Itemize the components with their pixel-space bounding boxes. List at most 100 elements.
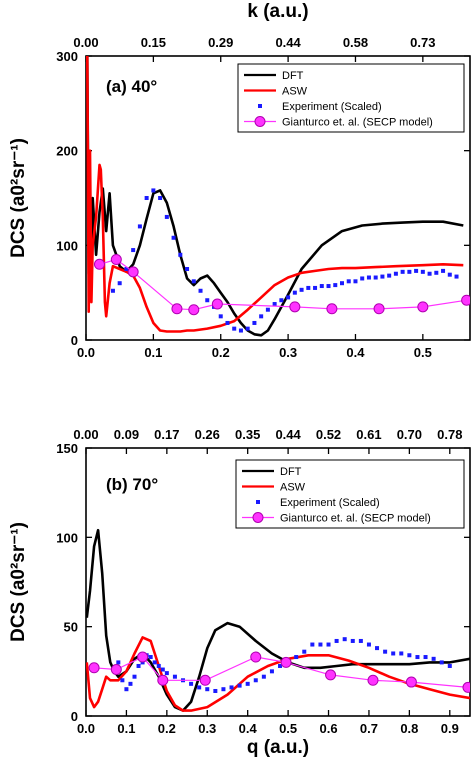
y-tick-label: 0 — [71, 333, 78, 348]
legend-marker-exp — [256, 500, 260, 504]
exp-point — [373, 275, 378, 280]
exp-point — [407, 269, 412, 274]
exp-point — [128, 681, 133, 686]
gianturco-point — [188, 304, 200, 316]
exp-point — [110, 288, 115, 293]
exp-point — [259, 314, 264, 319]
exp-point — [261, 674, 266, 679]
exp-point — [116, 660, 121, 665]
exp-point — [198, 288, 203, 293]
x-tick-label: 0.4 — [239, 721, 258, 736]
top-axis-title: k (a.u.) — [247, 1, 308, 22]
plot-frame — [85, 55, 471, 341]
exp-point — [160, 667, 165, 672]
top-tick-label: 0.09 — [114, 427, 139, 442]
x-tick-label: 0.1 — [117, 721, 135, 736]
exp-point — [185, 267, 190, 271]
exp-point — [310, 642, 315, 647]
exp-point — [213, 688, 218, 693]
gianturco-point — [250, 651, 262, 663]
gianturco-point — [461, 294, 470, 306]
exp-point — [313, 285, 318, 290]
exp-point — [279, 298, 284, 303]
exp-point — [326, 642, 331, 647]
y-axis-title: DCS (a0²sr⁻¹) — [8, 138, 29, 258]
exp-point — [420, 269, 425, 274]
exp-point — [319, 284, 324, 289]
exp-point — [366, 642, 371, 647]
gianturco-point — [93, 258, 105, 270]
x-tick-label: 0.5 — [279, 721, 297, 736]
exp-point — [427, 271, 432, 276]
gianturco-point — [137, 651, 149, 663]
top-tick-label: 0.35 — [235, 427, 260, 442]
exp-point — [306, 285, 311, 290]
exp-point — [333, 283, 338, 288]
exp-point — [340, 281, 344, 286]
x-tick-label: 0.2 — [212, 345, 230, 360]
top-tick-label: 0.17 — [154, 427, 179, 442]
exp-point — [253, 678, 258, 683]
exp-point — [171, 235, 176, 240]
exp-point — [342, 637, 347, 642]
exp-point — [286, 295, 291, 300]
exp-point — [205, 687, 210, 692]
x-tick-label: 0.2 — [158, 721, 176, 736]
top-tick-label: 0.15 — [141, 35, 166, 50]
exp-point — [245, 681, 250, 686]
plot-area — [86, 56, 470, 337]
x-tick-label: 0.1 — [144, 345, 162, 360]
legend-marker-exp — [258, 104, 262, 108]
legend-label: Gianturco et. al. (SECP model) — [280, 513, 431, 525]
exp-point — [252, 320, 257, 325]
exp-point — [326, 284, 331, 289]
exp-point — [221, 687, 226, 692]
exp-point — [423, 655, 428, 660]
bottom-axis-title: q (a.u.) — [247, 737, 309, 758]
plot-area — [86, 528, 470, 712]
legend: DFT ASW Experiment (Scaled) Gianturco et. a… — [237, 63, 465, 133]
exp-point — [131, 248, 136, 253]
x-tick-label: 0.7 — [360, 721, 378, 736]
y-tick-label: 200 — [56, 144, 78, 159]
top-tick-label: 0.58 — [343, 35, 368, 50]
y-tick-label: 50 — [64, 620, 78, 635]
exp-point — [152, 660, 157, 665]
legend-label: DFT — [280, 466, 302, 478]
x-tick-label: 0.3 — [198, 721, 216, 736]
exp-point — [205, 298, 210, 303]
gianturco-point — [326, 303, 338, 315]
legend-label: DFT — [282, 70, 304, 82]
exp-point — [294, 655, 299, 660]
exp-point — [117, 281, 122, 286]
exp-point — [399, 651, 404, 656]
exp-point — [225, 320, 230, 325]
x-tick-label: 0.4 — [346, 345, 365, 360]
plot-frame — [85, 447, 471, 717]
gianturco-point — [110, 664, 122, 676]
asw-line — [86, 56, 464, 333]
exp-point — [439, 660, 444, 665]
exp-point — [232, 326, 237, 331]
exp-point — [124, 267, 129, 271]
gianturco-point — [367, 674, 379, 686]
exp-point — [272, 302, 277, 307]
top-tick-label: 0.26 — [195, 427, 220, 442]
exp-point — [158, 196, 163, 200]
exp-point — [393, 271, 398, 276]
x-tick-label: 0.0 — [77, 721, 95, 736]
exp-point — [366, 275, 371, 280]
panel-label: (a) 40° — [106, 77, 157, 96]
exp-point — [454, 274, 459, 279]
exp-point — [380, 274, 385, 279]
gianturco-point — [157, 674, 169, 686]
exp-point — [238, 328, 243, 333]
exp-point — [151, 188, 156, 193]
exp-point — [124, 687, 129, 692]
exp-point — [137, 224, 142, 229]
exp-point — [387, 273, 392, 278]
exp-point — [447, 663, 452, 668]
exp-point — [269, 669, 274, 674]
exp-point — [360, 276, 365, 281]
exp-point — [334, 638, 339, 643]
